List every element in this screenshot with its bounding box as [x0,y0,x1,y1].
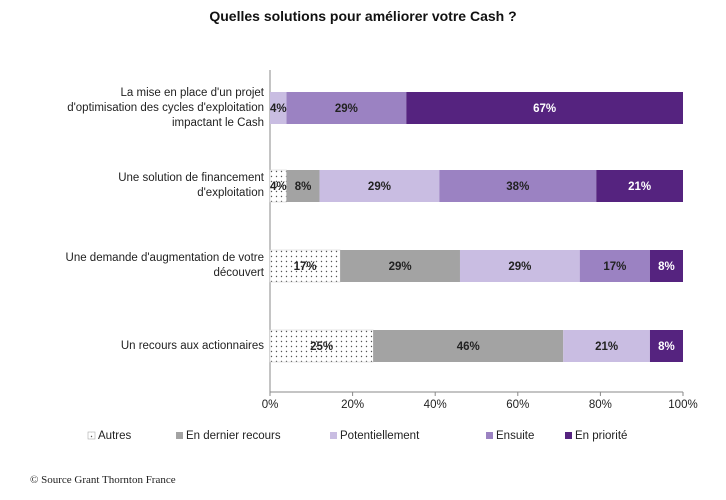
category-label: Un recours aux actionnaires [120,339,264,352]
bar-segment [269,329,374,363]
source: © Source Grant Thornton France [30,474,176,486]
data-label: 29% [368,181,391,193]
data-label: 29% [508,261,531,273]
legend-label: En priorité [575,430,627,442]
bar-segment [406,92,683,124]
data-label: 46% [457,341,480,353]
x-tick-label: 60% [506,399,529,411]
x-tick-label: 40% [424,399,447,411]
legend-label: Ensuite [496,430,534,442]
bar-segment [649,330,683,362]
bar-segment [459,250,580,282]
legend-label: Potentiellement [340,430,420,442]
category-label: Une solution de financement d'exploitati… [118,172,264,199]
data-label: 25% [310,341,333,353]
bar-segment [373,330,564,362]
legend-label: Autres [98,430,131,442]
x-tick-label: 20% [341,399,364,411]
chart-title: Quelles solutions pour améliorer votre C… [209,8,517,24]
data-label: 21% [628,181,651,193]
bar-segment [579,250,650,282]
bar-segment [596,170,683,202]
x-tick-label: 80% [589,399,612,411]
bar-segment [649,250,683,282]
legend-swatch [330,432,337,439]
data-label: 67% [533,103,556,115]
data-label: 8% [658,341,675,353]
legend-swatch [87,431,96,440]
bar-segment [286,92,407,124]
bar-segment [563,330,650,362]
data-label: 21% [595,341,618,353]
x-tick-label: 100% [668,399,697,411]
bar-segment [439,170,597,202]
data-label: 8% [658,261,675,273]
data-label: 4% [270,181,287,193]
bar-segment [286,170,320,202]
category-label: La mise en place d'un projet d'optimisat… [67,86,264,129]
legend-label: En dernier recours [186,430,281,442]
legend-swatch [565,432,572,439]
data-label: 8% [295,181,312,193]
legend-swatch [176,432,183,439]
data-label: 29% [335,103,358,115]
data-label: 17% [294,261,317,273]
data-label: 38% [506,181,529,193]
legend-swatch [486,432,493,439]
category-label: Une demande d'augmentation de votre déco… [65,252,264,279]
data-label: 4% [270,103,287,115]
x-tick-label: 0% [262,399,279,411]
bar-segment [319,170,440,202]
bar-segment [340,250,460,282]
data-label: 29% [389,261,412,273]
data-label: 17% [603,261,626,273]
bar-segment [269,249,341,283]
bar-segment [270,92,287,124]
